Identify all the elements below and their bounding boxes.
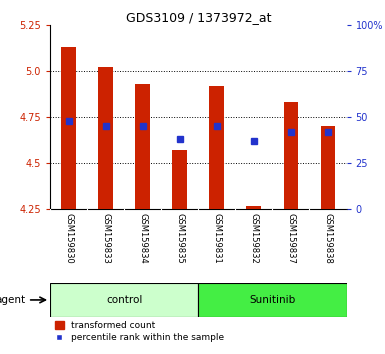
Bar [209,86,224,209]
Text: GSM159831: GSM159831 [212,213,221,264]
Text: GSM159835: GSM159835 [175,213,184,264]
Text: agent: agent [0,295,26,305]
Text: GSM159830: GSM159830 [64,213,73,264]
Bar [198,283,346,317]
Legend: transformed count, percentile rank within the sample: transformed count, percentile rank withi… [55,321,224,342]
Bar [246,206,261,209]
Text: GSM159838: GSM159838 [323,213,333,264]
Bar [50,283,198,317]
Text: Sunitinib: Sunitinib [249,295,296,305]
Title: GDS3109 / 1373972_at: GDS3109 / 1373972_at [126,11,271,24]
Text: GSM159832: GSM159832 [249,213,258,264]
Text: GSM159833: GSM159833 [101,213,110,264]
Text: GSM159834: GSM159834 [138,213,147,264]
Bar [283,102,298,209]
Bar [98,67,113,209]
Bar [172,150,187,209]
Text: control: control [106,295,142,305]
Text: GSM159837: GSM159837 [286,213,295,264]
Bar [61,47,76,209]
Bar [135,84,150,209]
Bar [321,126,335,209]
